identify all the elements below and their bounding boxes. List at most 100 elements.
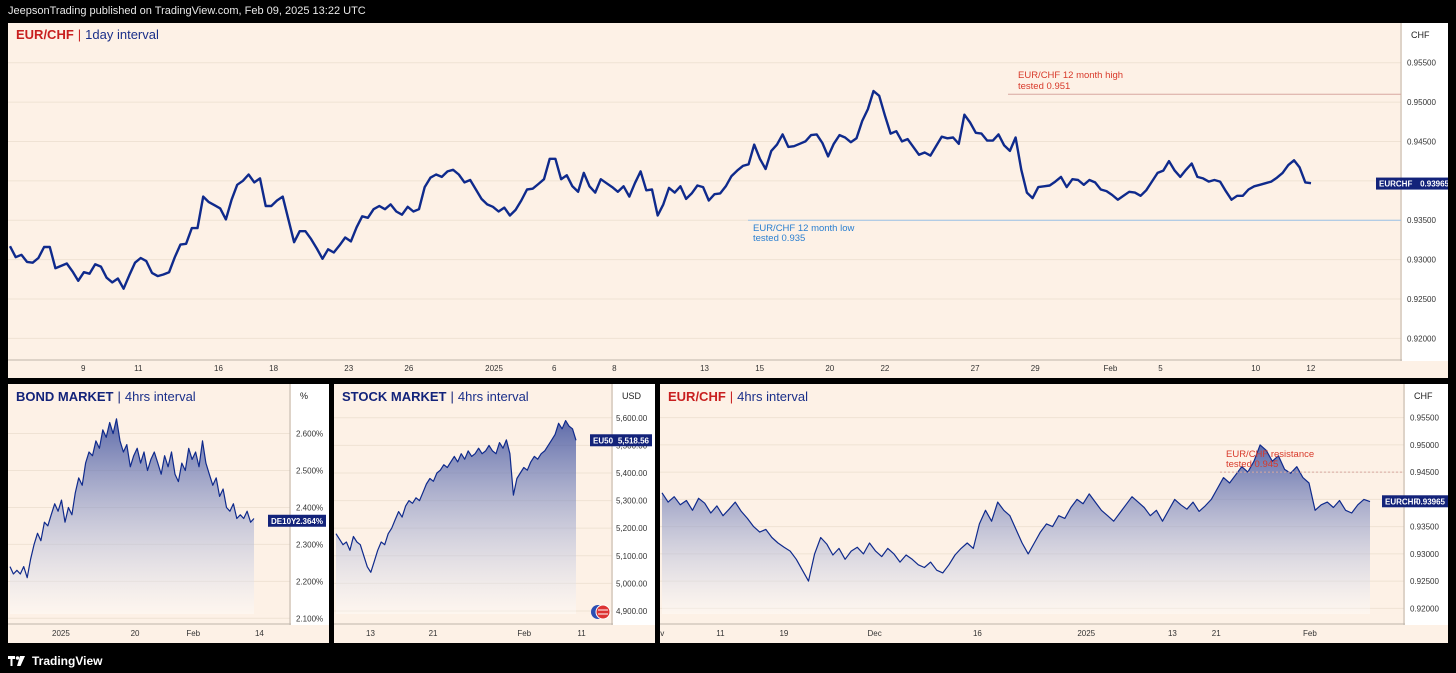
- x-tick-label: 10: [1251, 364, 1260, 373]
- y-tick-label: 2.200%: [296, 577, 323, 586]
- x-tick-label: 19: [779, 629, 788, 638]
- annotation-resistance-line1: EUR/CHF resistance: [1226, 449, 1314, 460]
- main-title-name: EUR/CHF: [16, 27, 74, 42]
- stock-title-name: STOCK MARKET: [342, 389, 447, 404]
- y-axis-background: [1402, 23, 1448, 378]
- series-line: [9, 418, 255, 579]
- stock-title-interval: 4hrs interval: [457, 389, 529, 404]
- y-tick-label: 0.92500: [1410, 577, 1439, 586]
- x-tick-label: 6: [552, 364, 557, 373]
- x-tick-label: 2025: [52, 629, 70, 638]
- series-area: [10, 418, 254, 614]
- x-tick-label: 20: [131, 629, 140, 638]
- main-chart-svg[interactable]: CHF0.955000.950000.945000.940000.935000.…: [8, 23, 1448, 378]
- y-axis-unit: USD: [622, 391, 642, 401]
- footer-brand: TradingView: [32, 653, 103, 668]
- x-tick-label: Feb: [186, 629, 200, 638]
- y-tick-label: 2.500%: [296, 467, 323, 476]
- last-value-badge: [590, 434, 652, 447]
- x-tick-label: 13: [366, 629, 375, 638]
- y-tick-label: 4,900.00: [616, 607, 648, 616]
- y-tick-label: 0.95000: [1410, 441, 1439, 450]
- x-axis-background: [8, 361, 1448, 378]
- annotation-high-line1: EUR/CHF 12 month high: [1018, 70, 1123, 81]
- y-axis-unit: CHF: [1411, 30, 1430, 40]
- x-tick-label: 2025: [485, 364, 503, 373]
- x-tick-label: 11: [716, 629, 725, 638]
- y-tick-label: 2.100%: [296, 614, 323, 623]
- y-tick-label: 2.600%: [296, 430, 323, 439]
- bond-title-interval: 4hrs interval: [124, 389, 196, 404]
- bond-title-sep: |: [117, 389, 121, 404]
- y-axis-background: [1405, 384, 1448, 643]
- main-chart-title: EUR/CHF | 1day interval: [16, 27, 159, 42]
- series-line: [8, 89, 1312, 290]
- series-line: [661, 444, 1371, 582]
- y-tick-label: 5,400.00: [616, 469, 648, 478]
- last-value-price: 2.364%: [296, 517, 323, 526]
- y-tick-label: 0.95500: [1410, 414, 1439, 423]
- last-value-ticker: EURCHF: [1379, 180, 1412, 189]
- last-value-price: 0.93965: [1416, 497, 1445, 506]
- stock-chart-panel[interactable]: USD5,600.005,500.005,400.005,300.005,200…: [334, 384, 655, 643]
- series-area: [336, 420, 576, 614]
- x-axis-background: [334, 625, 655, 643]
- x-axis-background: [660, 625, 1448, 643]
- last-value-ticker: EU50: [593, 436, 614, 445]
- last-value-badge: [1376, 177, 1448, 190]
- bond-chart-panel[interactable]: % 2.600% 2.500% 2.400% 2.300% 2.200% 2.100% 202…: [8, 384, 329, 643]
- x-tick-label: 21: [429, 629, 438, 638]
- y-tick-label: 0.95000: [1407, 98, 1436, 107]
- stock-chart-svg[interactable]: USD5,600.005,500.005,400.005,300.005,200…: [334, 384, 655, 643]
- x-tick-label: 11: [134, 364, 143, 373]
- y-tick-label: 5,100.00: [616, 552, 648, 561]
- last-value-price: 0.93965: [1420, 180, 1448, 189]
- main-chart-panel[interactable]: CHF0.955000.950000.945000.940000.935000.…: [8, 23, 1448, 378]
- x-tick-label: Dec: [868, 629, 882, 638]
- y-axis-unit: CHF: [1414, 391, 1433, 401]
- x-tick-label: 5: [1158, 364, 1163, 373]
- annotation-high-line2: tested 0.951: [1018, 81, 1070, 92]
- us-flag-icon: [595, 604, 611, 620]
- x-tick-label: 16: [973, 629, 982, 638]
- x-tick-label: 16: [214, 364, 223, 373]
- x-tick-label: 23: [344, 364, 353, 373]
- x-tick-label: 2025: [1077, 629, 1095, 638]
- last-value-badge: [1382, 495, 1448, 508]
- x-tick-label: 12: [1306, 364, 1315, 373]
- y-axis-unit: %: [300, 391, 308, 401]
- y-tick-label: 0.92000: [1410, 604, 1439, 613]
- y-tick-label: 5,600.00: [616, 414, 648, 423]
- y-tick-label: 5,000.00: [616, 579, 648, 588]
- y-tick-label: 0.93500: [1410, 523, 1439, 532]
- footer-bar: TradingView: [0, 648, 1456, 673]
- eurchf-4h-title-interval: 4hrs interval: [737, 389, 808, 404]
- x-tick-label: Feb: [1303, 629, 1317, 638]
- x-tick-label: 11: [577, 629, 586, 638]
- eurchf-4h-title-sep: |: [729, 389, 734, 404]
- stock-title-sep: |: [450, 389, 454, 404]
- y-tick-label: 0.95500: [1407, 59, 1436, 68]
- tradingview-logo-icon[interactable]: [8, 655, 26, 667]
- eurchf-4h-chart-panel[interactable]: CHF0.955000.950000.945000.940000.935000.…: [660, 384, 1448, 643]
- y-tick-label: 0.92500: [1407, 295, 1436, 304]
- y-tick-label: 5,300.00: [616, 497, 648, 506]
- x-tick-label: 8: [612, 364, 617, 373]
- x-tick-label: 18: [269, 364, 278, 373]
- x-tick-label: 29: [1031, 364, 1040, 373]
- bond-chart-svg[interactable]: %2.600%2.500%2.400%2.300%2.200%2.100%202…: [8, 384, 329, 643]
- x-tick-label: 13: [700, 364, 709, 373]
- y-tick-label: 5,200.00: [616, 524, 648, 533]
- x-tick-label: 27: [971, 364, 980, 373]
- last-value-ticker: DE10Y: [271, 517, 297, 526]
- x-tick-label: 14: [255, 629, 264, 638]
- main-title-interval: 1day interval: [85, 27, 159, 42]
- annotation-low-line1: EUR/CHF 12 month low: [753, 223, 855, 234]
- eurchf-4h-title-name: EUR/CHF: [668, 389, 726, 404]
- last-value-badge: [268, 514, 326, 527]
- eurchf-4h-chart-svg[interactable]: CHF0.955000.950000.945000.940000.935000.…: [660, 384, 1448, 643]
- x-tick-label: 26: [404, 364, 413, 373]
- x-tick-label: 9: [81, 364, 86, 373]
- x-tick-label: 22: [880, 364, 889, 373]
- publish-header: JeepsonTrading published on TradingView.…: [8, 5, 366, 17]
